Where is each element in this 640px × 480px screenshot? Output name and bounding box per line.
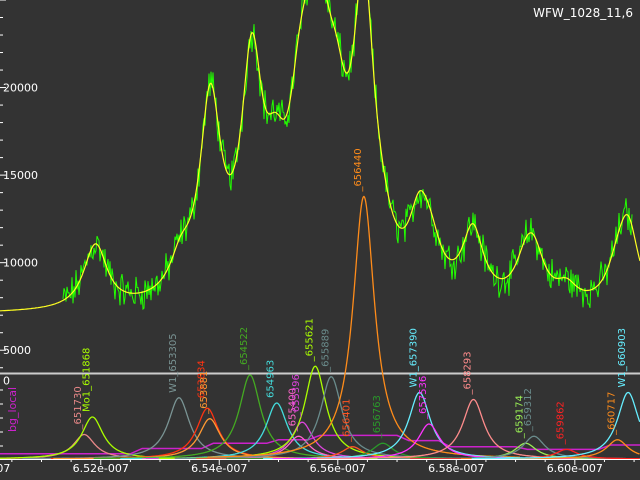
peak-label: _658293 [463, 351, 474, 395]
x-tick-label: 6.60e-007 [547, 462, 603, 475]
peak-label: W1_657390 [409, 328, 420, 387]
component-peak [471, 391, 640, 460]
component-peak [207, 195, 520, 458]
x-tick-label: 6.54e-007 [191, 462, 247, 475]
peak-label: _651730 [73, 386, 84, 430]
peak-label: Mo1_651868 [81, 348, 92, 412]
peak-label: _656401 [342, 399, 353, 443]
y-tick-label: 20000 [3, 82, 38, 95]
spectrum-id-label: WFW_1028_11,6 [533, 6, 633, 20]
measured-spectrum-layer [62, 0, 633, 311]
x-tick-label: 6.52e-007 [73, 462, 129, 475]
component-peak [174, 376, 488, 460]
peak-label: _655889 [320, 329, 331, 373]
background-series-layer [0, 434, 640, 455]
peak-label: W1_653305 [168, 333, 179, 392]
background-series-label: bg_local [6, 387, 19, 432]
peak-label: _655621 [304, 318, 315, 362]
y-tick-label: 5000 [3, 344, 31, 357]
measured-spectrum-line [62, 0, 633, 311]
peak-label: _654522 [239, 327, 250, 371]
component-peak [93, 374, 407, 460]
y-tick-label: 0 [3, 374, 10, 387]
peak-label: _653834 [196, 360, 207, 404]
component-peaks-layer [0, 195, 640, 460]
background-series-line [0, 434, 640, 455]
peak-label: 654963 [266, 360, 277, 398]
x-tick-label: 6.58e-007 [428, 462, 484, 475]
peak-label: _656763 [372, 395, 383, 439]
x-tick-label: 6.56e-007 [310, 462, 366, 475]
y-tick-label: 10000 [3, 257, 38, 270]
peak-label: _660717 [606, 392, 617, 436]
fit-curve-line [0, 0, 640, 312]
peak-label: _655396 [291, 374, 302, 418]
x-tick-label: 6.50e-007 [0, 462, 10, 475]
fit-curve-layer [0, 0, 640, 312]
peak-label: _659862 [555, 401, 566, 445]
y-tick-label: 15000 [3, 169, 38, 182]
peak-label: _655400 [288, 388, 299, 432]
peak-label: _659312 [523, 388, 534, 432]
peak-label: _653881 [199, 371, 210, 415]
peak-label: _656440 [353, 148, 364, 192]
peak-label: _657536 [418, 376, 429, 420]
component-peak [0, 416, 249, 460]
peak-label: _659174 [515, 395, 526, 439]
peak-label: W1_660903 [617, 328, 628, 387]
